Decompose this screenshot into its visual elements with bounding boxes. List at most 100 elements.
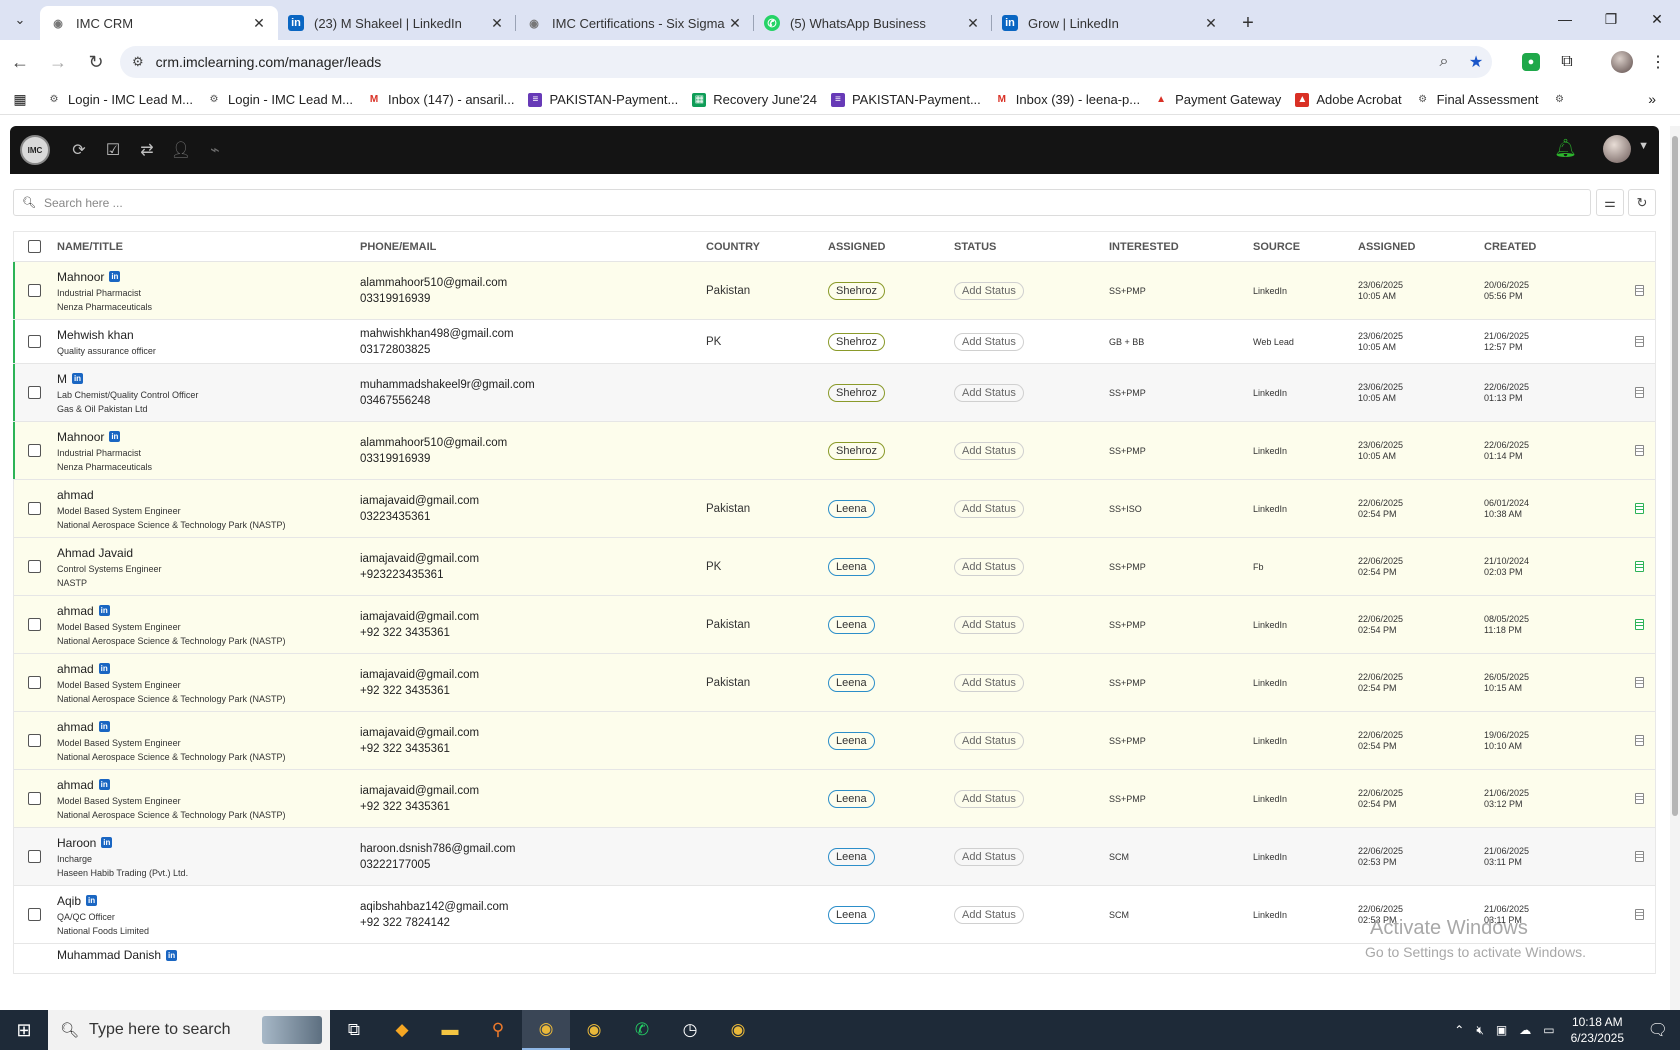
assigned-badge[interactable]: Shehroz bbox=[828, 332, 885, 351]
row-checkbox[interactable] bbox=[27, 335, 41, 348]
lead-email[interactable]: iamajavaid@gmail.com bbox=[360, 494, 480, 507]
reload-icon[interactable]: ↻ bbox=[88, 52, 104, 72]
row-checkbox[interactable] bbox=[27, 284, 41, 297]
lead-name[interactable]: ahmad bbox=[57, 777, 94, 792]
lead-email[interactable]: iamajavaid@gmail.com bbox=[360, 552, 480, 565]
extension-green-icon[interactable]: ● bbox=[1517, 48, 1545, 76]
user-avatar[interactable] bbox=[1603, 135, 1631, 163]
lead-email[interactable]: alammahoor510@gmail.com bbox=[360, 436, 508, 449]
notes-doc-icon[interactable] bbox=[1634, 677, 1644, 688]
table-row[interactable]: Mehwish khan Quality assurance officer mah… bbox=[13, 320, 1655, 364]
filter-settings-button[interactable]: ⚌ bbox=[1596, 189, 1624, 216]
assigned-badge[interactable]: Leena bbox=[828, 557, 875, 576]
notes-doc-icon[interactable] bbox=[1634, 619, 1644, 630]
lead-phone[interactable]: +92 322 7824142 bbox=[360, 916, 450, 929]
linkedin-icon[interactable]: in bbox=[72, 373, 83, 384]
chevron-up-icon[interactable]: ⌃ bbox=[1454, 1023, 1465, 1037]
lead-email[interactable]: iamajavaid@gmail.com bbox=[360, 668, 480, 681]
linkedin-icon[interactable]: in bbox=[101, 837, 113, 848]
lead-email[interactable]: mahwishkhan498@gmail.com bbox=[360, 327, 514, 340]
table-row[interactable]: ahmad Model Based System Engineer National… bbox=[14, 480, 1655, 538]
linkedin-icon[interactable]: in bbox=[166, 949, 178, 961]
add-status-button[interactable]: Add Status bbox=[954, 731, 1024, 750]
lead-phone[interactable]: +92 322 3435361 bbox=[360, 626, 450, 639]
lead-name[interactable]: Haroon bbox=[57, 835, 97, 850]
row-checkbox[interactable] bbox=[27, 386, 41, 399]
page-scrollbar[interactable] bbox=[1670, 126, 1680, 1010]
col-header-status[interactable]: STATUS bbox=[954, 240, 997, 253]
url-text[interactable]: crm.imclearning.com/manager/leads bbox=[155, 54, 382, 70]
col-header-phone[interactable]: PHONE/EMAIL bbox=[360, 240, 437, 253]
lead-phone[interactable]: 03172803825 bbox=[360, 343, 431, 356]
lead-email[interactable]: aqibshahbaz142@gmail.com bbox=[360, 900, 509, 913]
lead-name[interactable]: M bbox=[57, 371, 67, 386]
lead-phone[interactable]: 03223435361 bbox=[360, 510, 431, 523]
lead-email[interactable]: muhammadshakeel9r@gmail.com bbox=[360, 378, 535, 391]
linkedin-icon[interactable]: in bbox=[86, 895, 98, 906]
chrome-profile-icon[interactable]: ◉ bbox=[586, 1020, 602, 1039]
new-tab-button[interactable]: + bbox=[1242, 11, 1254, 34]
notes-doc-icon[interactable] bbox=[1634, 285, 1644, 296]
notes-doc-icon[interactable] bbox=[1634, 561, 1644, 572]
extensions-puzzle-icon[interactable]: ⧉ bbox=[1561, 53, 1573, 70]
add-status-button[interactable]: Add Status bbox=[954, 847, 1024, 866]
pin-app-icon[interactable]: ⚲ bbox=[491, 1020, 505, 1039]
col-header-created[interactable]: CREATED bbox=[1484, 240, 1537, 253]
browser-tab[interactable]: in (23) M Shakeel | LinkedIn ✕ bbox=[278, 6, 516, 40]
lead-phone[interactable]: 03222177005 bbox=[360, 858, 431, 871]
lead-name[interactable]: ahmad bbox=[57, 603, 94, 618]
browser-tab[interactable]: ✆ (5) WhatsApp Business ✕ bbox=[754, 6, 992, 40]
add-status-button[interactable]: Add Status bbox=[954, 383, 1024, 402]
calendar-check-icon[interactable]: ☑ bbox=[105, 142, 121, 159]
linkedin-icon[interactable]: in bbox=[98, 721, 110, 732]
assigned-badge[interactable]: Shehroz bbox=[828, 441, 885, 460]
notes-doc-icon[interactable] bbox=[1634, 909, 1644, 920]
notes-doc-icon[interactable] bbox=[1634, 735, 1644, 746]
assigned-badge[interactable]: Leena bbox=[828, 615, 875, 634]
notes-doc-icon[interactable] bbox=[1634, 387, 1644, 398]
restore-icon[interactable]: ❐ bbox=[1604, 10, 1618, 27]
lead-name[interactable]: ahmad bbox=[57, 719, 94, 734]
close-tab-icon[interactable]: ✕ bbox=[253, 14, 265, 31]
bookmark-item[interactable]: M Inbox (39) - leena-p... bbox=[988, 92, 1147, 107]
lead-email[interactable]: iamajavaid@gmail.com bbox=[360, 610, 480, 623]
row-checkbox[interactable] bbox=[27, 676, 41, 689]
row-checkbox[interactable] bbox=[27, 792, 41, 805]
weather-icon[interactable]: ☁ bbox=[1519, 1023, 1532, 1037]
bookmark-item[interactable]: ⚙ Login - IMC Lead M... bbox=[40, 92, 200, 107]
row-checkbox[interactable] bbox=[27, 502, 41, 515]
bookmark-item[interactable]: ▲ Adobe Acrobat bbox=[1288, 92, 1408, 107]
assigned-badge[interactable]: Leena bbox=[828, 905, 875, 924]
bookmarks-overflow-icon[interactable]: » bbox=[1648, 91, 1656, 107]
profile-avatar-icon[interactable] bbox=[1608, 48, 1636, 76]
lead-email[interactable]: iamajavaid@gmail.com bbox=[360, 726, 480, 739]
add-status-button[interactable]: Add Status bbox=[954, 789, 1024, 808]
zoom-icon[interactable]: ⌕ bbox=[1439, 53, 1449, 70]
taskbar-clock[interactable]: 10:18 AM 6/23/2025 bbox=[1571, 1014, 1624, 1046]
assigned-badge[interactable]: Leena bbox=[828, 673, 875, 692]
lead-phone[interactable]: +92 322 3435361 bbox=[360, 684, 450, 697]
col-header-name[interactable]: NAME/TITLE bbox=[57, 240, 123, 253]
bookmark-item[interactable]: ⚙ Login - IMC Lead M... bbox=[200, 92, 360, 107]
row-checkbox[interactable] bbox=[27, 444, 41, 457]
scrollbar-thumb[interactable] bbox=[1672, 136, 1678, 816]
add-status-button[interactable]: Add Status bbox=[954, 615, 1024, 634]
back-icon[interactable]: ← bbox=[11, 52, 29, 72]
linkedin-icon[interactable]: in bbox=[98, 779, 110, 790]
bookmark-item[interactable]: ▦ Recovery June'24 bbox=[685, 92, 824, 107]
assigned-badge[interactable]: Leena bbox=[828, 789, 875, 808]
bookmark-item[interactable]: ⚙ Final Assessment bbox=[1409, 92, 1546, 107]
lead-phone[interactable]: +923223435361 bbox=[360, 568, 444, 581]
row-checkbox[interactable] bbox=[27, 908, 41, 921]
linkedin-icon[interactable]: in bbox=[98, 605, 110, 616]
sync-icon[interactable]: ⟳ bbox=[72, 142, 86, 159]
assigned-badge[interactable]: Leena bbox=[828, 847, 875, 866]
add-status-button[interactable]: Add Status bbox=[954, 673, 1024, 692]
close-tab-icon[interactable]: ✕ bbox=[967, 14, 979, 31]
exchange-icon[interactable]: ⇄ bbox=[140, 142, 154, 159]
chrome-icon[interactable]: ◉ bbox=[522, 1010, 570, 1050]
refresh-button[interactable]: ↻ bbox=[1628, 189, 1656, 216]
bookmark-item[interactable]: M Inbox (147) - ansaril... bbox=[360, 92, 521, 107]
add-status-button[interactable]: Add Status bbox=[954, 905, 1024, 924]
